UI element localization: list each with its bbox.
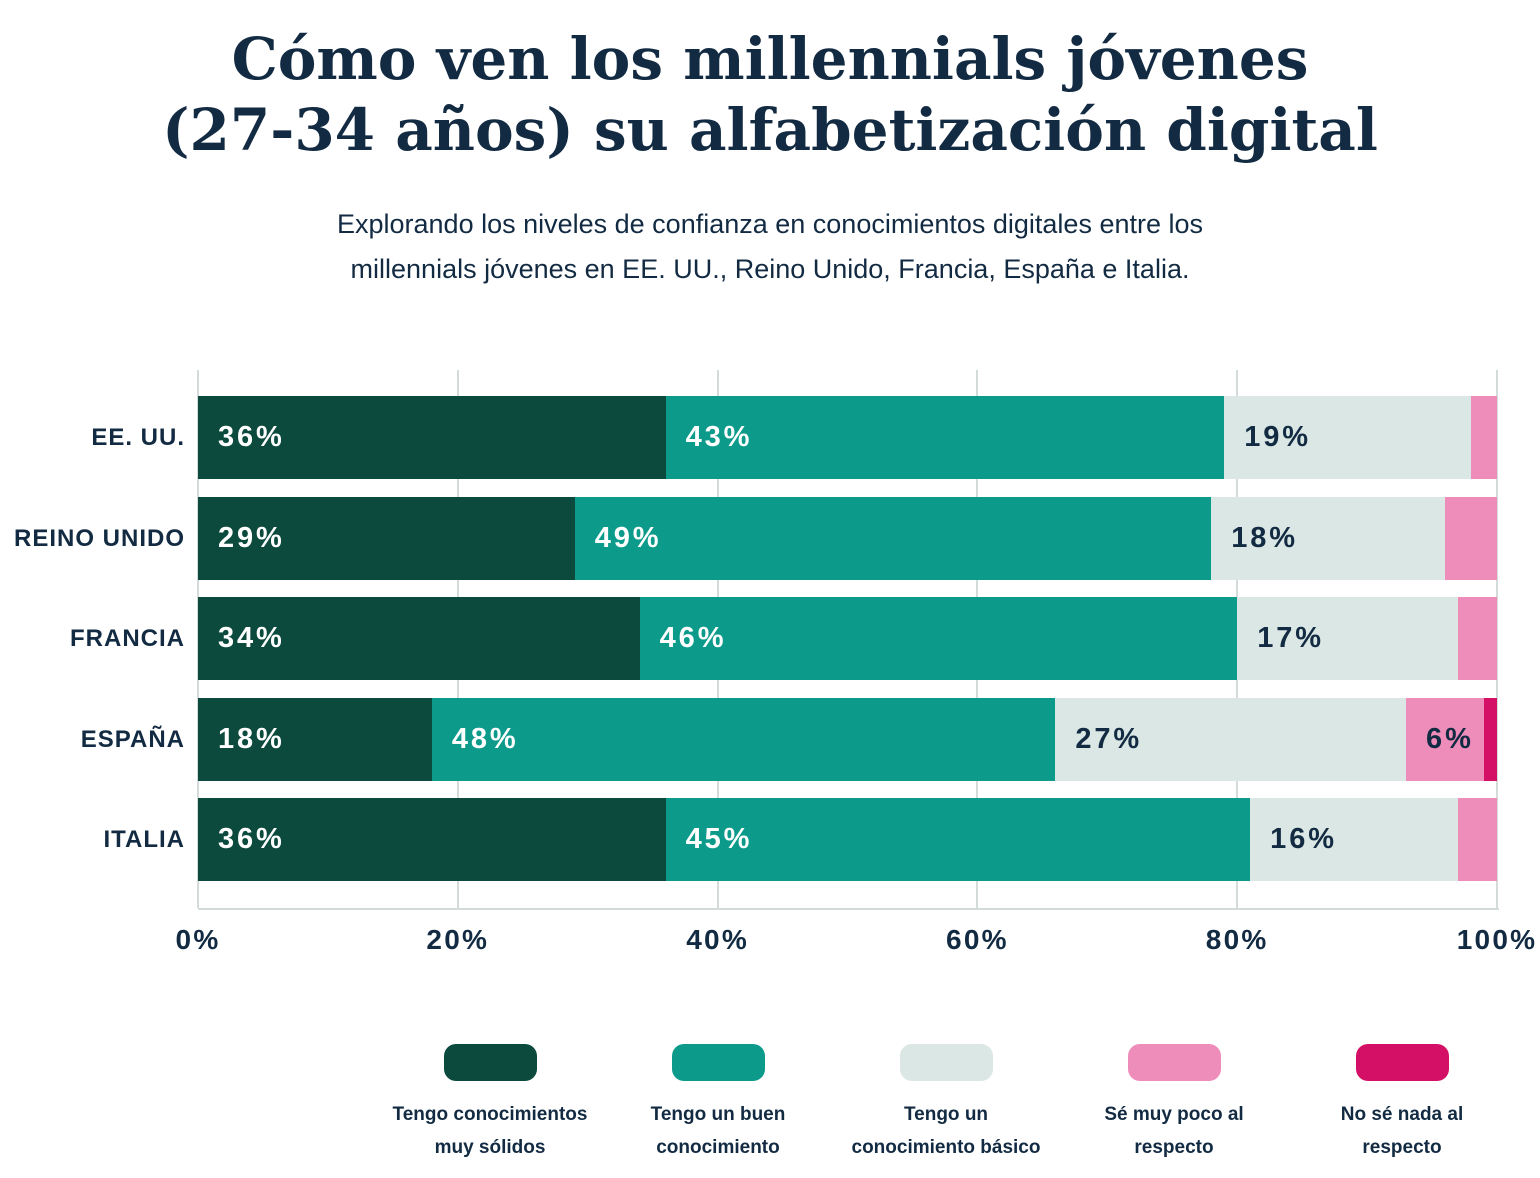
legend-item: Tengo un buen conocimiento (604, 1044, 832, 1165)
x-axis-tick-label: 100% (1456, 924, 1538, 955)
legend-swatch (671, 1044, 765, 1081)
legend-label: Tengo un buen conocimiento (650, 1104, 786, 1159)
bar-value-label: 18% (218, 722, 285, 755)
bar-segment: 19% (1224, 396, 1471, 479)
bar-segment: 29% (198, 496, 575, 580)
bar-segment: 34% (198, 597, 640, 680)
bar-segment: 43% (665, 396, 1225, 479)
chart-subtitle: Explorando los niveles de confianza en c… (0, 202, 1540, 293)
category-label: FRANCIA (70, 625, 185, 652)
bar-rows: EE. UU. 36% 43% 19% REINO UNIDO 29% 49% 18% FRAN… (14, 396, 1497, 881)
bar-row-ee-uu: EE. UU. 36% 43% 19% (91, 396, 1497, 479)
bar-segment: 45% (665, 798, 1251, 881)
legend-swatch (899, 1044, 993, 1081)
bar-segment: 17% (1237, 597, 1459, 680)
legend-swatch (1127, 1044, 1221, 1081)
bar-segment: 6% (1406, 697, 1484, 781)
legend-item: Tengo un conocimiento básico (832, 1044, 1060, 1165)
legend-swatch (1355, 1044, 1449, 1081)
bar-value-label: 36% (218, 823, 285, 855)
bar-segment: 36% (198, 798, 666, 881)
bar-value-label: 45% (685, 823, 753, 855)
bar-segment (1445, 496, 1497, 580)
bar-segment: 18% (1211, 496, 1446, 580)
legend-label: Tengo un conocimiento básico (851, 1104, 1041, 1159)
gridline (1496, 370, 1498, 908)
category-label: REINO UNIDO (13, 524, 185, 552)
bar-row-francia: FRANCIA 34% 46% 17% (70, 597, 1497, 680)
bar-value-label: 46% (659, 622, 727, 654)
bar-segment (1458, 798, 1497, 881)
bar-row-italia: ITALIA 36% 45% 16% (103, 798, 1497, 881)
legend-item: No sé nada al respecto (1288, 1044, 1516, 1165)
bar-segment: 18% (198, 697, 432, 781)
bar-value-label: 36% (218, 421, 285, 453)
x-axis-tick-label: 0% (175, 924, 221, 955)
bar-value-label: 48% (451, 722, 519, 755)
bar-value-label: 29% (218, 521, 285, 554)
bar-segment: 46% (639, 597, 1238, 680)
legend-item: Sé muy poco al respecto (1060, 1044, 1288, 1165)
legend-label: No sé nada al respecto (1340, 1104, 1464, 1159)
x-axis-tick-label: 80% (1205, 924, 1269, 955)
bar-segment (1458, 597, 1497, 680)
bar-row-reino-unido: REINO UNIDO 29% 49% 18% (14, 496, 1497, 580)
legend-label: Tengo conocimientos muy sólidos (392, 1104, 588, 1159)
bar-value-label: 27% (1075, 722, 1143, 755)
chart-title-line-1: Cómo ven los millennials jóvenes (231, 25, 1309, 93)
bar-row-espa-a: ESPAÑA 18% 48% 27% 6% (81, 697, 1497, 781)
legend-swatch (443, 1044, 537, 1081)
x-axis-tick-label: 60% (946, 924, 1009, 955)
bar-value-label: 17% (1257, 622, 1324, 654)
plot-area: EE. UU. 36% 43% 19% REINO UNIDO 29% 49% 18% FRAN… (14, 370, 1535, 955)
bar-segment: 36% (198, 396, 666, 479)
legend-label: Sé muy poco al respecto (1104, 1104, 1244, 1159)
bar-segment (1470, 396, 1497, 479)
category-label: EE. UU. (91, 424, 185, 451)
category-label: ITALIA (103, 826, 185, 853)
chart-subtitle-line-2: millennials jóvenes en EE. UU., Reino Un… (350, 253, 1190, 284)
chart-subtitle-line-1: Explorando los niveles de confianza en c… (336, 208, 1204, 239)
bar-segment: 27% (1055, 697, 1407, 781)
x-axis-ticks: 0% 20% 40% 60% 80% 100% (176, 924, 1536, 964)
bar-value-label: 6% (1426, 722, 1474, 755)
bar-segment (1483, 697, 1497, 781)
bar-value-label: 34% (218, 622, 285, 654)
bar-value-label: 49% (594, 521, 662, 554)
legend-item: Tengo conocimientos muy sólidos (376, 1044, 604, 1165)
bar-value-label: 19% (1244, 421, 1311, 453)
legend: Tengo conocimientos muy sólidos Tengo un … (376, 1044, 1516, 1165)
chart-header: Cómo ven los millennials jóvenes (27-34 … (0, 0, 1540, 292)
bar-value-label: 43% (685, 421, 753, 453)
x-axis-tick-label: 40% (686, 924, 749, 955)
bar-value-label: 16% (1270, 823, 1337, 855)
bar-value-label: 18% (1231, 521, 1298, 554)
bar-segment: 49% (574, 496, 1212, 580)
bar-segment: 16% (1250, 798, 1458, 881)
bar-segment: 48% (431, 697, 1056, 781)
category-label: ESPAÑA (80, 725, 185, 753)
x-axis-line (198, 908, 1499, 910)
chart-title-line-2: (27-34 años) su alfabetización digital (162, 95, 1378, 164)
chart-title: Cómo ven los millennials jóvenes (27-34 … (0, 24, 1540, 166)
x-axis-tick-label: 20% (426, 924, 490, 955)
